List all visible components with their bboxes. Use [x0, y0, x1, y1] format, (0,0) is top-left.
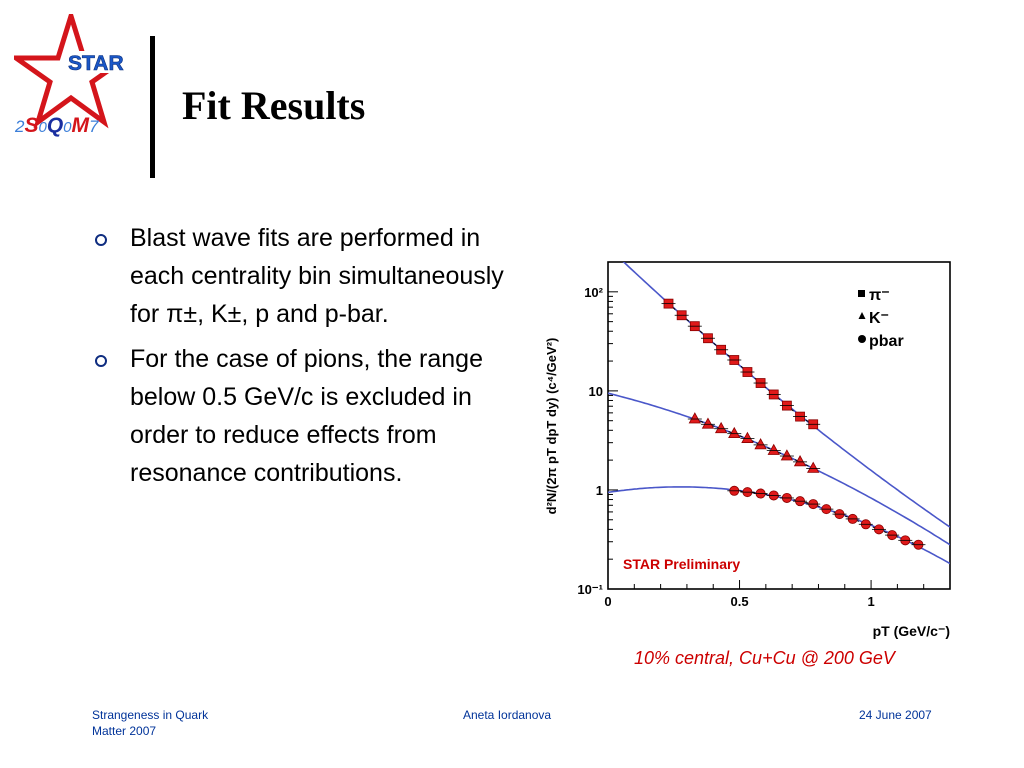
y-tick-label: 10⁻¹ [577, 582, 603, 597]
logo-conf-text: 2S0Q0M7 [14, 114, 99, 137]
kaon-data-point [688, 412, 701, 424]
bullet-circle-icon [95, 355, 107, 368]
chart-caption: 10% central, Cu+Cu @ 200 GeV [634, 648, 895, 668]
bullet-text: For the case of pions, the range below 0… [130, 345, 483, 487]
y-axis-label: d²N/(2π pT dpT dy) (c⁴/GeV²) [544, 338, 559, 515]
legend-kaon: K⁻ [869, 310, 889, 327]
legend-circle-icon [858, 335, 866, 343]
kaon-data-point [728, 426, 741, 439]
title-divider [150, 36, 155, 178]
kaon-data-point [807, 461, 820, 473]
bullet-item: Blast wave fits are performed in each ce… [92, 220, 512, 333]
star-sqm-logo: STAR 2S0Q0M7 [14, 14, 136, 137]
kaon-data-point [767, 443, 780, 455]
y-tick-label: 10 [589, 384, 603, 399]
logo-part-4: 0 [63, 119, 72, 136]
slide-title: Fit Results [182, 83, 366, 128]
legend-pbar: pbar [869, 333, 904, 350]
footer-left: Strangeness in Quark Matter 2007 [92, 707, 208, 739]
logo-part-5: M [72, 114, 90, 137]
bullet-circle-icon [95, 234, 107, 246]
footer-left-line: Strangeness in Quark [92, 708, 209, 722]
kaon-data-point [754, 438, 767, 450]
logo-part-6: 7 [89, 117, 99, 136]
x-axis-label: pT (GeV/c⁻) [873, 623, 950, 639]
kaon-data-point [793, 455, 807, 467]
star-preliminary-label: STAR Preliminary [623, 556, 740, 572]
kaon-data-point [780, 449, 794, 461]
logo-star-text: STAR [68, 52, 124, 75]
y-tick-label: 10² [584, 285, 603, 300]
logo-part-0: 2 [14, 117, 25, 136]
pt-spectrum-chart: 0 0.5 1 10² 10 1 10⁻¹ π⁻ K⁻ pbar d²N/(2π pT dpT … [544, 261, 951, 639]
kaon-data-point [714, 421, 728, 434]
y-tick-label: 1 [596, 483, 603, 498]
legend-pion: π⁻ [869, 287, 890, 304]
logo-part-1: S [24, 114, 38, 137]
logo-part-3: Q [47, 114, 63, 137]
x-tick-label: 0.5 [730, 594, 748, 609]
bullet-item: For the case of pions, the range below 0… [92, 341, 512, 492]
footer-center: Aneta Iordanova [463, 708, 552, 722]
bullet-text: Blast wave fits are performed in each ce… [130, 224, 504, 328]
logo-part-2: 0 [38, 119, 47, 136]
x-tick-label: 1 [867, 594, 874, 609]
footer-right: 24 June 2007 [859, 708, 932, 722]
kaon-data-point [701, 417, 715, 429]
x-tick-label: 0 [604, 594, 611, 609]
bullet-list: Blast wave fits are performed in each ce… [92, 220, 512, 501]
legend-triangle-icon [858, 312, 866, 319]
kaon-data-point [741, 431, 754, 443]
footer-left-line: Matter 2007 [92, 724, 157, 738]
legend-square-icon [858, 290, 865, 297]
